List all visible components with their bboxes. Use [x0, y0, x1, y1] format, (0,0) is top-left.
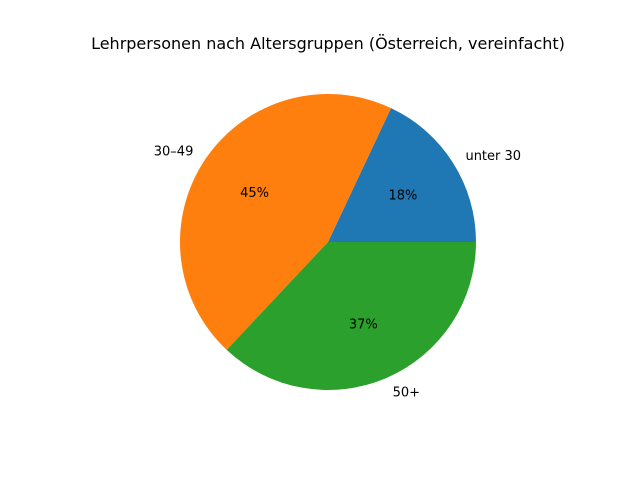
slice-percent-label: 18%: [389, 188, 418, 203]
slice-label: unter 30: [465, 149, 521, 164]
pie-slice-2: [180, 93, 392, 350]
slice-label: 30–49: [154, 144, 194, 159]
slice-label: 50+: [393, 385, 420, 400]
chart-title: Lehrpersonen nach Altersgruppen (Österre…: [91, 34, 565, 53]
pie-slice-3: [226, 242, 476, 390]
slice-percent-label: 37%: [349, 317, 378, 332]
pie-slice-1: [328, 108, 477, 242]
slice-percent-label: 45%: [240, 186, 269, 201]
